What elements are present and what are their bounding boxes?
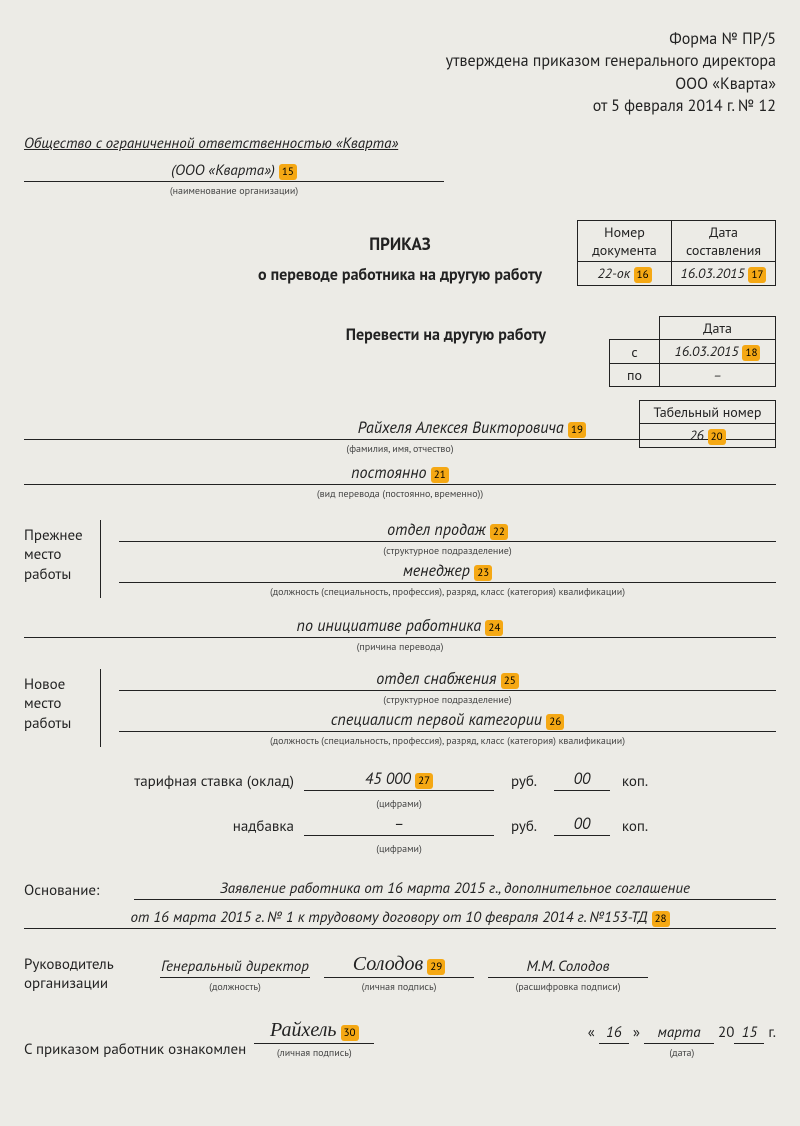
basis-line1: Заявление работника от 16 марта 2015 г.,… [134, 879, 776, 900]
manager-signature: Солодов [353, 953, 423, 975]
kop-label: коп. [610, 772, 660, 791]
date-header: Дата [660, 317, 776, 340]
acq-label: С приказом работник ознакомлен [24, 1040, 246, 1059]
reason-block: по инициативе работника 24 (причина пере… [24, 616, 776, 653]
tab-no-value: 26 [689, 426, 704, 444]
org-full-name: Общество с ограниченной ответственностью… [24, 134, 776, 153]
acq-date: « 16 » марта 2015 г. (дата) [588, 1023, 776, 1059]
manager-sign-row: Руководитель организации Генеральный дир… [24, 953, 776, 993]
badge-22: 22 [490, 524, 508, 540]
org-short-wrap: (ООО «Кварта») 15 (наименование организа… [24, 161, 444, 197]
employee-tab-no-table: Табельный номер 26 20 [639, 400, 776, 448]
prev-pos: менеджер [403, 561, 470, 581]
doc-date-value: 16.03.2015 [681, 264, 745, 282]
transfer-type: постоянно [351, 463, 426, 483]
badge-26: 26 [546, 714, 564, 730]
header-line: ООО «Кварта» [24, 73, 776, 95]
badge-24: 24 [485, 620, 503, 636]
badge-16: 16 [634, 267, 652, 283]
badge-18: 18 [742, 345, 760, 361]
prev-place-section: Прежнее место работы отдел продаж 22 (ст… [24, 520, 776, 598]
badge-15: 15 [279, 164, 297, 180]
new-pos-caption: (должность (специальность, профессия), р… [119, 734, 776, 747]
badge-21: 21 [431, 467, 449, 483]
manager-position-cap: (должность) [160, 980, 310, 993]
new-dept-caption: (структурное подразделение) [119, 693, 776, 706]
header-line: Форма № ПР/5 [24, 28, 776, 50]
badge-17: 17 [748, 267, 766, 283]
kop-label-2: коп. [610, 817, 660, 836]
date-from-label: с [610, 340, 660, 364]
rate-caption: (цифрами) [304, 797, 494, 810]
doc-num-cell: 22-ок 16 [578, 262, 672, 286]
bonus-label: надбавка [24, 817, 304, 836]
date-from-value: 16.03.2015 [675, 342, 739, 360]
kop-value-1: 00 [554, 769, 610, 791]
employee-name: Райхеля Алексея Викторовича [358, 418, 564, 438]
reason-caption: (причина перевода) [24, 640, 776, 653]
doc-num-value: 22-ок [597, 264, 629, 282]
acq-signature: Райхель [270, 1019, 337, 1041]
header-line: от 5 февраля 2014 г. № 12 [24, 95, 776, 117]
doc-date-cell: 16.03.2015 17 [672, 262, 776, 286]
acq-month: марта [644, 1023, 714, 1044]
prev-dept: отдел продаж [387, 520, 485, 540]
salary-block: тарифная ставка (оклад) 45 000 27 руб. 0… [24, 769, 776, 855]
transfer-type-caption: (вид перевода (постоянно, временно)) [24, 487, 776, 500]
doc-num-header: Номер документа [578, 221, 672, 262]
badge-27: 27 [415, 773, 433, 789]
new-place-label: Новое место работы [24, 669, 100, 747]
tab-no-cell: 26 20 [640, 424, 776, 448]
date-to-value: – [660, 364, 776, 387]
acq-date-cap: (дата) [588, 1046, 776, 1059]
new-dept: отдел снабжения [376, 669, 496, 689]
transfer-reason: по инициативе работника [297, 616, 482, 636]
manager-sign-cap: (личная подпись) [324, 980, 474, 993]
acq-day: 16 [599, 1023, 629, 1044]
transfer-type-block: постоянно 21 (вид перевода (постоянно, в… [24, 463, 776, 500]
header-line: утверждена приказом генерального директо… [24, 50, 776, 72]
badge-19: 19 [568, 422, 586, 438]
date-to-label: по [610, 364, 660, 387]
form-header: Форма № ПР/5 утверждена приказом генерал… [24, 28, 776, 118]
badge-23: 23 [474, 565, 492, 581]
date-from-cell: 16.03.2015 18 [660, 340, 776, 364]
doc-meta-table: Номер документа Дата составления 22-ок 1… [577, 220, 776, 286]
rate-value: 45 000 [365, 769, 411, 789]
bonus-value: – [304, 814, 494, 836]
new-place-section: Новое место работы отдел снабжения 25 (с… [24, 669, 776, 747]
basis-line2: от 16 марта 2015 г. № 1 к трудовому дого… [130, 908, 647, 927]
manager-label: Руководитель организации [24, 955, 146, 993]
prev-place-label: Прежнее место работы [24, 520, 100, 598]
badge-29: 29 [427, 959, 445, 975]
rub-label-2: руб. [494, 817, 554, 836]
new-pos: специалист первой категории [331, 710, 542, 730]
acq-row: С приказом работник ознакомлен Райхель 3… [24, 1019, 776, 1059]
badge-20: 20 [708, 429, 726, 445]
org-short-name: (ООО «Кварта») [171, 161, 275, 180]
rub-label: руб. [494, 772, 554, 791]
badge-30: 30 [341, 1025, 359, 1041]
bonus-caption: (цифрами) [304, 842, 494, 855]
prev-dept-caption: (структурное подразделение) [119, 544, 776, 557]
tab-no-header: Табельный номер [640, 401, 776, 424]
basis-block: Основание: Заявление работника от 16 мар… [24, 879, 776, 929]
rate-label: тарифная ставка (оклад) [24, 772, 304, 791]
manager-decode-cap: (расшифровка подписи) [488, 980, 648, 993]
basis-label: Основание: [24, 881, 134, 900]
acq-year: 15 [734, 1023, 764, 1044]
prev-pos-caption: (должность (специальность, профессия), р… [119, 585, 776, 598]
badge-28: 28 [652, 911, 670, 927]
kop-value-2: 00 [554, 814, 610, 836]
org-caption: (наименование организации) [24, 184, 444, 197]
manager-position: Генеральный директор [160, 957, 310, 978]
transfer-date-table: Дата с 16.03.2015 18 по – [609, 316, 776, 387]
badge-25: 25 [501, 673, 519, 689]
doc-date-header: Дата составления [672, 221, 776, 262]
manager-decode: М.М. Солодов [488, 957, 648, 978]
acq-sign-cap: (личная подпись) [254, 1046, 374, 1059]
